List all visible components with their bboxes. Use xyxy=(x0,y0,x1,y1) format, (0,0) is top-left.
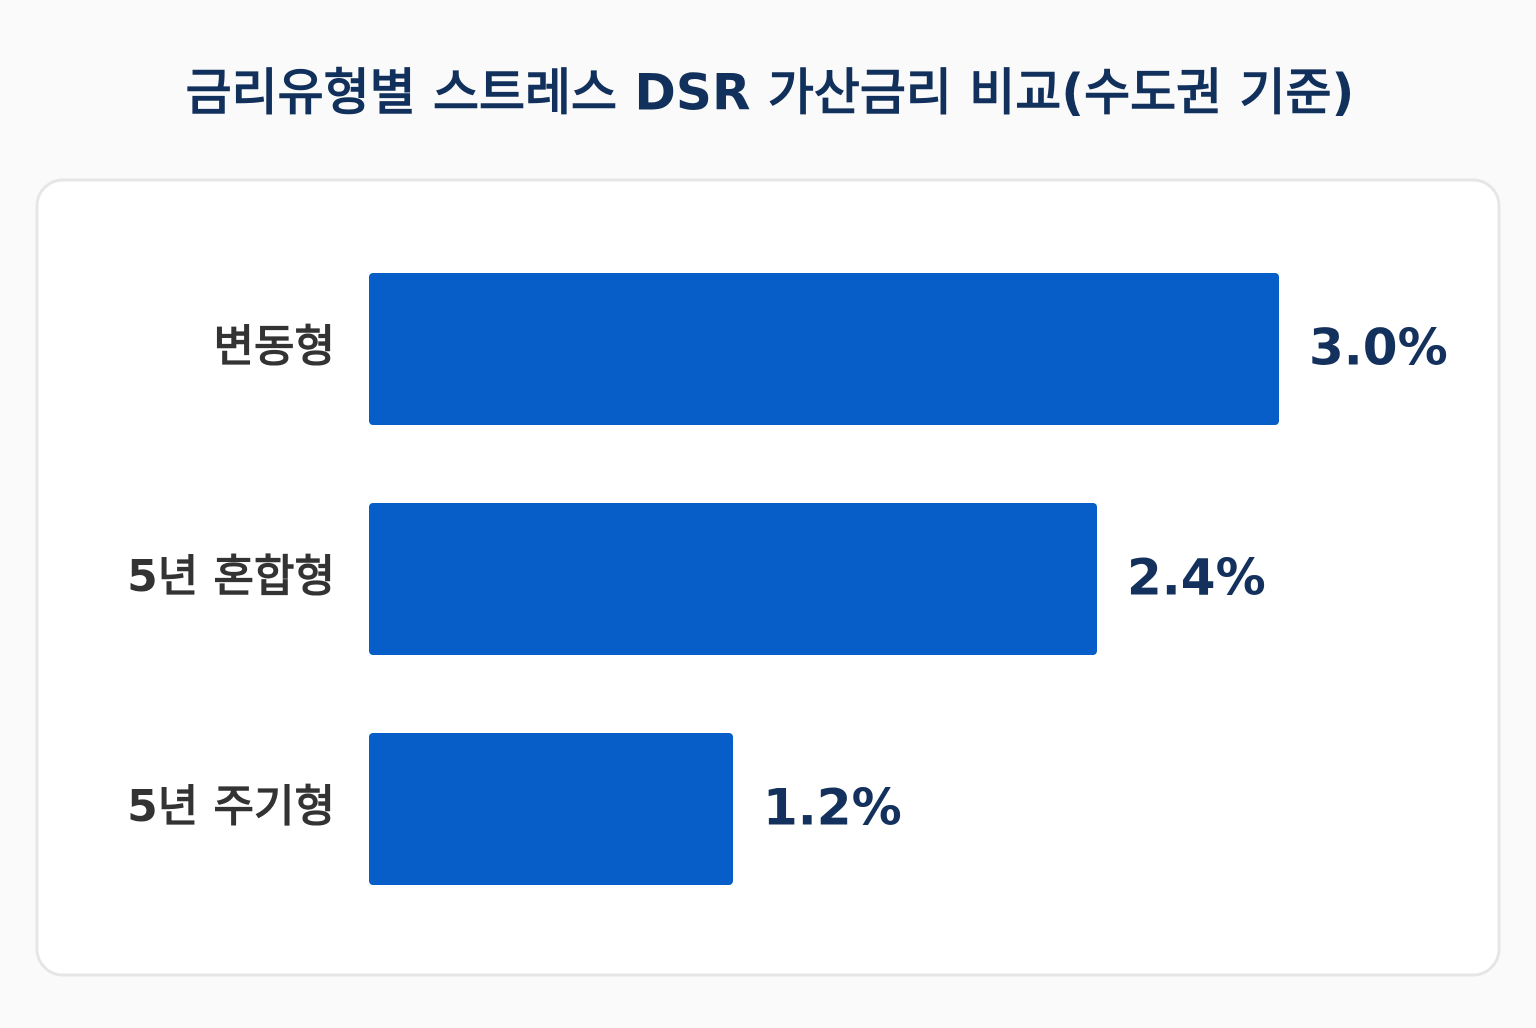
category-label: 변동형 xyxy=(214,321,335,372)
bar xyxy=(369,273,1279,425)
value-label: 3.0% xyxy=(1309,319,1448,377)
value-label: 2.4% xyxy=(1127,549,1266,607)
category-label: 5년 혼합형 xyxy=(127,551,335,602)
value-label: 1.2% xyxy=(763,779,902,837)
category-label: 5년 주기형 xyxy=(127,781,335,832)
chart-title: 금리유형별 스트레스 DSR 가산금리 비교(수도권 기준) xyxy=(186,64,1355,122)
bar xyxy=(369,733,733,885)
bar xyxy=(369,503,1097,655)
